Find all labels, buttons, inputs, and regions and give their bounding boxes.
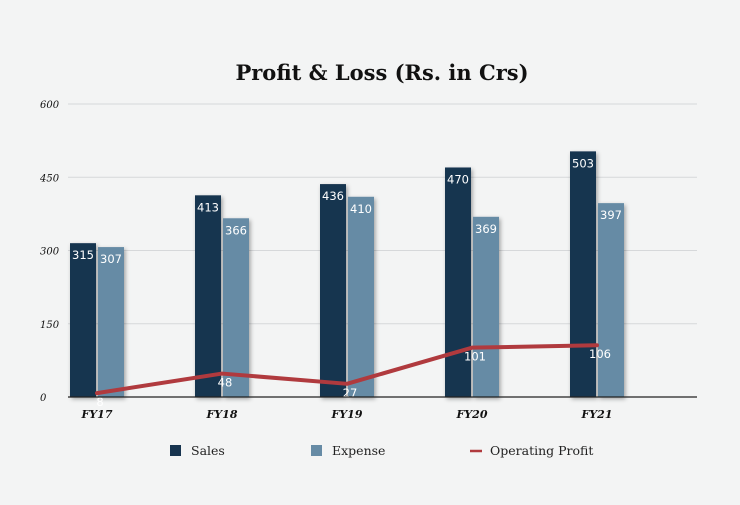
x-tick-label: FY21	[581, 408, 613, 421]
sales-legend-swatch	[170, 445, 181, 456]
x-tick-label: FY19	[331, 408, 363, 421]
sales-value-label: 315	[72, 248, 94, 262]
sales-value-label: 413	[197, 200, 219, 214]
expense-bar	[348, 196, 374, 397]
chart-title: Profit & Loss (Rs. in Crs)	[235, 60, 528, 85]
expense-legend-label: Expense	[332, 443, 385, 458]
expense-value-label: 307	[100, 252, 122, 266]
sales-legend-label: Sales	[191, 443, 225, 458]
sales-bar	[445, 167, 471, 397]
bars	[70, 151, 624, 397]
sales-bar	[195, 195, 221, 397]
x-tick-label: FY18	[206, 408, 238, 421]
y-tick-label: 0	[40, 393, 47, 404]
sales-value-label: 470	[447, 172, 469, 186]
y-tick-label: 450	[39, 173, 60, 184]
expense-value-label: 410	[350, 202, 372, 216]
expense-bar	[473, 216, 499, 397]
y-tick-label: 600	[40, 100, 60, 111]
expense-bar	[98, 247, 124, 397]
expense-bar	[223, 218, 249, 397]
operating-profit-value-label: 106	[589, 347, 611, 361]
operating-profit-line-group	[95, 343, 599, 396]
sales-bar	[570, 151, 596, 397]
operating-profit-line	[95, 343, 599, 396]
expense-value-label: 369	[475, 222, 497, 236]
sales-value-label: 436	[322, 189, 344, 203]
sales-bar	[320, 184, 346, 397]
operating-profit-value-label: 8	[96, 395, 103, 409]
legend: Sales Expense Operating Profit	[170, 443, 593, 458]
operating-profit-value-label: 48	[218, 376, 233, 390]
expense-bar	[598, 203, 624, 397]
y-tick-label: 150	[40, 320, 60, 331]
y-tick-label: 300	[40, 247, 60, 258]
sales-bar	[70, 243, 96, 397]
x-tick-label: FY20	[456, 408, 488, 421]
data-labels: 315 307 413 366 436 410 470 369 503 397 8 48 27 101 10…	[72, 156, 622, 409]
operating-profit-value-label: 27	[343, 386, 358, 400]
axes: 0 150 300 450 600 FY17 FY18 FY19 FY20 FY21	[39, 100, 697, 421]
expense-value-label: 397	[600, 208, 622, 222]
expense-legend-swatch	[311, 445, 322, 456]
operating-profit-legend-label: Operating Profit	[490, 443, 593, 458]
x-tick-label: FY17	[81, 408, 113, 421]
sales-value-label: 503	[572, 156, 594, 170]
expense-value-label: 366	[225, 223, 247, 237]
operating-profit-value-label: 101	[464, 350, 486, 364]
